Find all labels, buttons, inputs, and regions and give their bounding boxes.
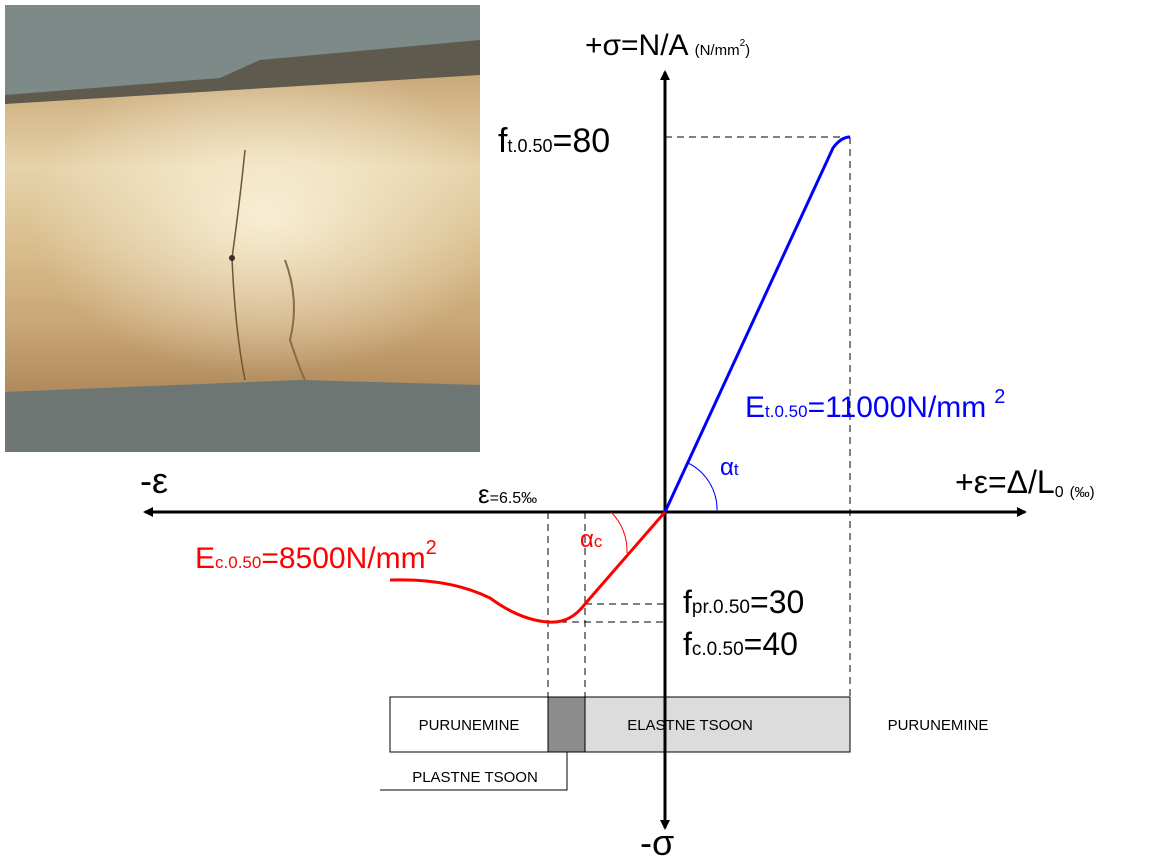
label-text: α	[720, 454, 734, 481]
label-text: f	[683, 626, 692, 662]
label-text: α	[580, 526, 594, 553]
fpr-label: fpr.0.50=30	[683, 584, 804, 620]
label-text: +ε=Δ/L	[955, 464, 1055, 500]
alpha-c-label: αc	[580, 526, 603, 553]
label-text: )	[745, 42, 750, 59]
label-text: (N/mm	[695, 42, 740, 59]
label-text: =40	[744, 626, 798, 662]
label-text: 2	[994, 386, 1005, 408]
angle-arc	[688, 463, 717, 512]
label-text: f	[683, 584, 692, 620]
zone-label: PLASTNE TSOON	[412, 769, 538, 786]
label-text: 0	[1055, 484, 1064, 501]
ft-label: ft.0.50=80	[498, 122, 610, 160]
alpha-t-label: αt	[720, 454, 739, 481]
zone-label: ELASTNE TSOON	[627, 717, 753, 734]
label-text: pr.0.50	[692, 597, 750, 618]
label-text: +σ=N/A	[585, 29, 689, 62]
tension-curve	[665, 137, 850, 512]
compression-curve	[390, 512, 665, 622]
label-text: =30	[750, 584, 804, 620]
zone-label: PURUNEMINE	[888, 717, 989, 734]
label-text: c.0.50	[215, 553, 261, 572]
label-text: =6.5‰	[490, 490, 538, 507]
label-text: ε	[478, 479, 490, 509]
label-text: t	[734, 460, 739, 479]
label-text: t.0.50	[765, 402, 808, 421]
label-text: (‰)	[1070, 484, 1095, 501]
label-text: 2	[426, 537, 437, 559]
photo	[5, 5, 480, 452]
x-axis-label: +ε=Δ/L0 (‰)	[955, 464, 1095, 501]
label-text: c.0.50	[692, 639, 744, 660]
Ec-label: Ec.0.50=8500N/mm2	[195, 537, 437, 575]
diagram: PURUNEMINE ELASTNE TSOON PURUNEMINE PLAS…	[0, 0, 1162, 861]
angle-arc	[611, 512, 627, 553]
label-text: =80	[553, 122, 611, 160]
strain-label: ε=6.5‰	[478, 479, 537, 509]
label-text: c	[594, 532, 603, 551]
zone-label: PURUNEMINE	[419, 717, 520, 734]
y-axis-label: -σ	[640, 822, 674, 861]
label-text: t.0.50	[507, 136, 552, 156]
Et-label: Et.0.50=11000N/mm 2	[745, 386, 1005, 424]
label-text: =8500N/mm	[261, 542, 425, 575]
x-axis-label: -ε	[140, 460, 168, 501]
fc-label: fc.0.50=40	[683, 626, 798, 662]
label-text: E	[745, 391, 765, 424]
y-axis-label: +σ=N/A(N/mm2)	[585, 29, 750, 62]
label-text: E	[195, 542, 215, 575]
label-text: =11000N/mm	[808, 391, 987, 424]
